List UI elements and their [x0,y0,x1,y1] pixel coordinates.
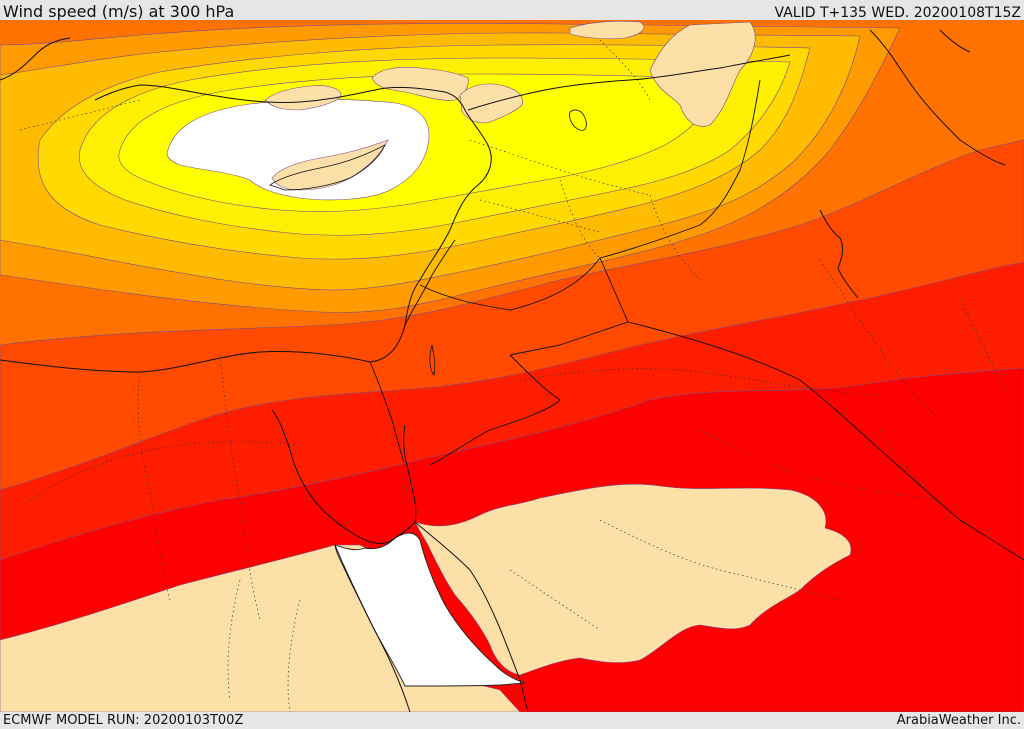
wind-speed-map [0,20,1024,712]
map-header-bar [0,0,1024,20]
credit-label: ArabiaWeather Inc. [896,713,1021,728]
valid-time-label: VALID T+135 WED. 20200108T15Z [774,5,1021,21]
dead-sea-outline [429,344,436,376]
model-run-label: ECMWF MODEL RUN: 20200103T00Z [3,713,244,728]
admin-divisions [19,39,1006,712]
jet-core-max [166,99,430,201]
calm-patch-arabia [414,483,852,676]
calm-patch-caucasus [569,20,645,40]
calm-patch-east-caspian [649,21,756,127]
map-title: Wind speed (m/s) at 300 hPa [3,2,235,21]
coastlines [0,29,1006,712]
calm-patch-turkey-west [264,85,342,111]
cyprus-outline [269,144,386,191]
national-borders [369,79,1024,561]
map-footer-bar [0,712,1024,729]
lake-outline [569,109,587,131]
